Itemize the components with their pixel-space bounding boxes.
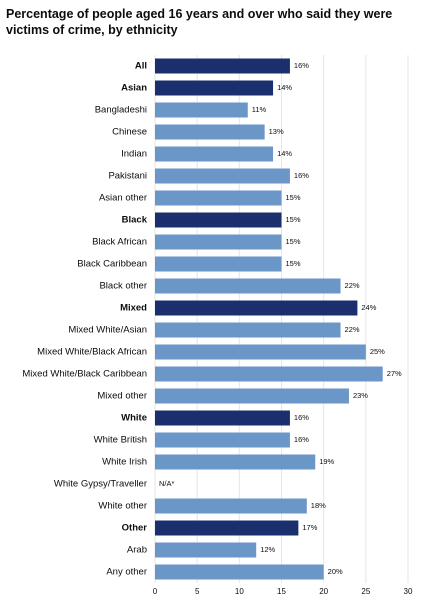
y-tick-label: Other	[122, 523, 148, 534]
value-label: 16%	[294, 435, 309, 444]
bar	[155, 168, 290, 184]
bar	[155, 234, 282, 250]
y-tick-label: White Irish	[102, 457, 147, 468]
x-tick-label: 10	[235, 587, 244, 596]
value-label: 14%	[277, 83, 292, 92]
y-tick-label: White other	[98, 501, 147, 512]
x-tick-label: 0	[153, 587, 158, 596]
x-tick-label: 5	[195, 587, 200, 596]
y-tick-label: Mixed	[120, 303, 147, 314]
bar	[155, 520, 299, 536]
bar	[155, 388, 349, 404]
bar	[155, 212, 282, 228]
value-label: 13%	[269, 127, 284, 136]
y-tick-label: Indian	[121, 149, 147, 160]
bar	[155, 102, 248, 118]
x-tick-label: 30	[404, 587, 413, 596]
bar	[155, 410, 290, 426]
y-tick-label: Arab	[127, 545, 147, 556]
y-tick-label: White British	[94, 435, 147, 446]
y-tick-label: Mixed White/Black African	[37, 347, 147, 358]
bar	[155, 58, 290, 74]
value-label: 16%	[294, 171, 309, 180]
value-label: 15%	[286, 215, 301, 224]
value-label: 12%	[260, 545, 275, 554]
bar	[155, 190, 282, 206]
bar	[155, 432, 290, 448]
y-tick-label: All	[135, 61, 147, 72]
x-tick-label: 15	[277, 587, 286, 596]
y-tick-label: Any other	[106, 567, 147, 578]
y-tick-label: Mixed White/Black Caribbean	[22, 369, 147, 380]
y-tick-label: Black	[122, 215, 148, 226]
y-tick-label: Black Caribbean	[77, 259, 147, 270]
value-label: 11%	[252, 105, 267, 114]
value-label: 15%	[286, 237, 301, 246]
value-label: 16%	[294, 61, 309, 70]
y-tick-label: Chinese	[112, 127, 147, 138]
value-label: 16%	[294, 413, 309, 422]
x-tick-label: 20	[319, 587, 328, 596]
value-label: 18%	[311, 501, 326, 510]
value-label: 19%	[319, 457, 334, 466]
value-label: N/A*	[159, 479, 175, 488]
bar	[155, 454, 316, 470]
bar	[155, 124, 265, 140]
y-tick-label: Bangladeshi	[95, 105, 147, 116]
value-label: 22%	[345, 281, 360, 290]
value-label: 23%	[353, 391, 368, 400]
value-label: 17%	[302, 523, 317, 532]
value-label: 20%	[328, 567, 343, 576]
value-label: 15%	[286, 259, 301, 268]
y-tick-label: White Gypsy/Traveller	[54, 479, 147, 490]
value-label: 27%	[387, 369, 402, 378]
value-label: 15%	[286, 193, 301, 202]
bar	[155, 146, 274, 162]
value-label: 14%	[277, 149, 292, 158]
value-label: 25%	[370, 347, 385, 356]
value-label: 24%	[361, 303, 376, 312]
bar	[155, 564, 324, 580]
y-tick-label: Pakistani	[108, 171, 147, 182]
bar	[155, 300, 358, 316]
bar	[155, 498, 307, 514]
bar	[155, 80, 274, 96]
y-tick-label: Asian	[121, 83, 147, 94]
value-label: 22%	[345, 325, 360, 334]
bar	[155, 278, 341, 294]
y-tick-label: Mixed White/Asian	[68, 325, 147, 336]
bar	[155, 322, 341, 338]
y-tick-label: Black other	[99, 281, 147, 292]
chart-title: Percentage of people aged 16 years and o…	[6, 7, 393, 37]
y-tick-label: Black African	[92, 237, 147, 248]
bar	[155, 366, 383, 382]
bar	[155, 344, 366, 360]
y-tick-label: White	[121, 413, 147, 424]
bar	[155, 542, 257, 558]
x-tick-label: 25	[361, 587, 370, 596]
bar	[155, 256, 282, 272]
y-tick-label: Mixed other	[97, 391, 147, 402]
y-tick-label: Asian other	[99, 193, 147, 204]
